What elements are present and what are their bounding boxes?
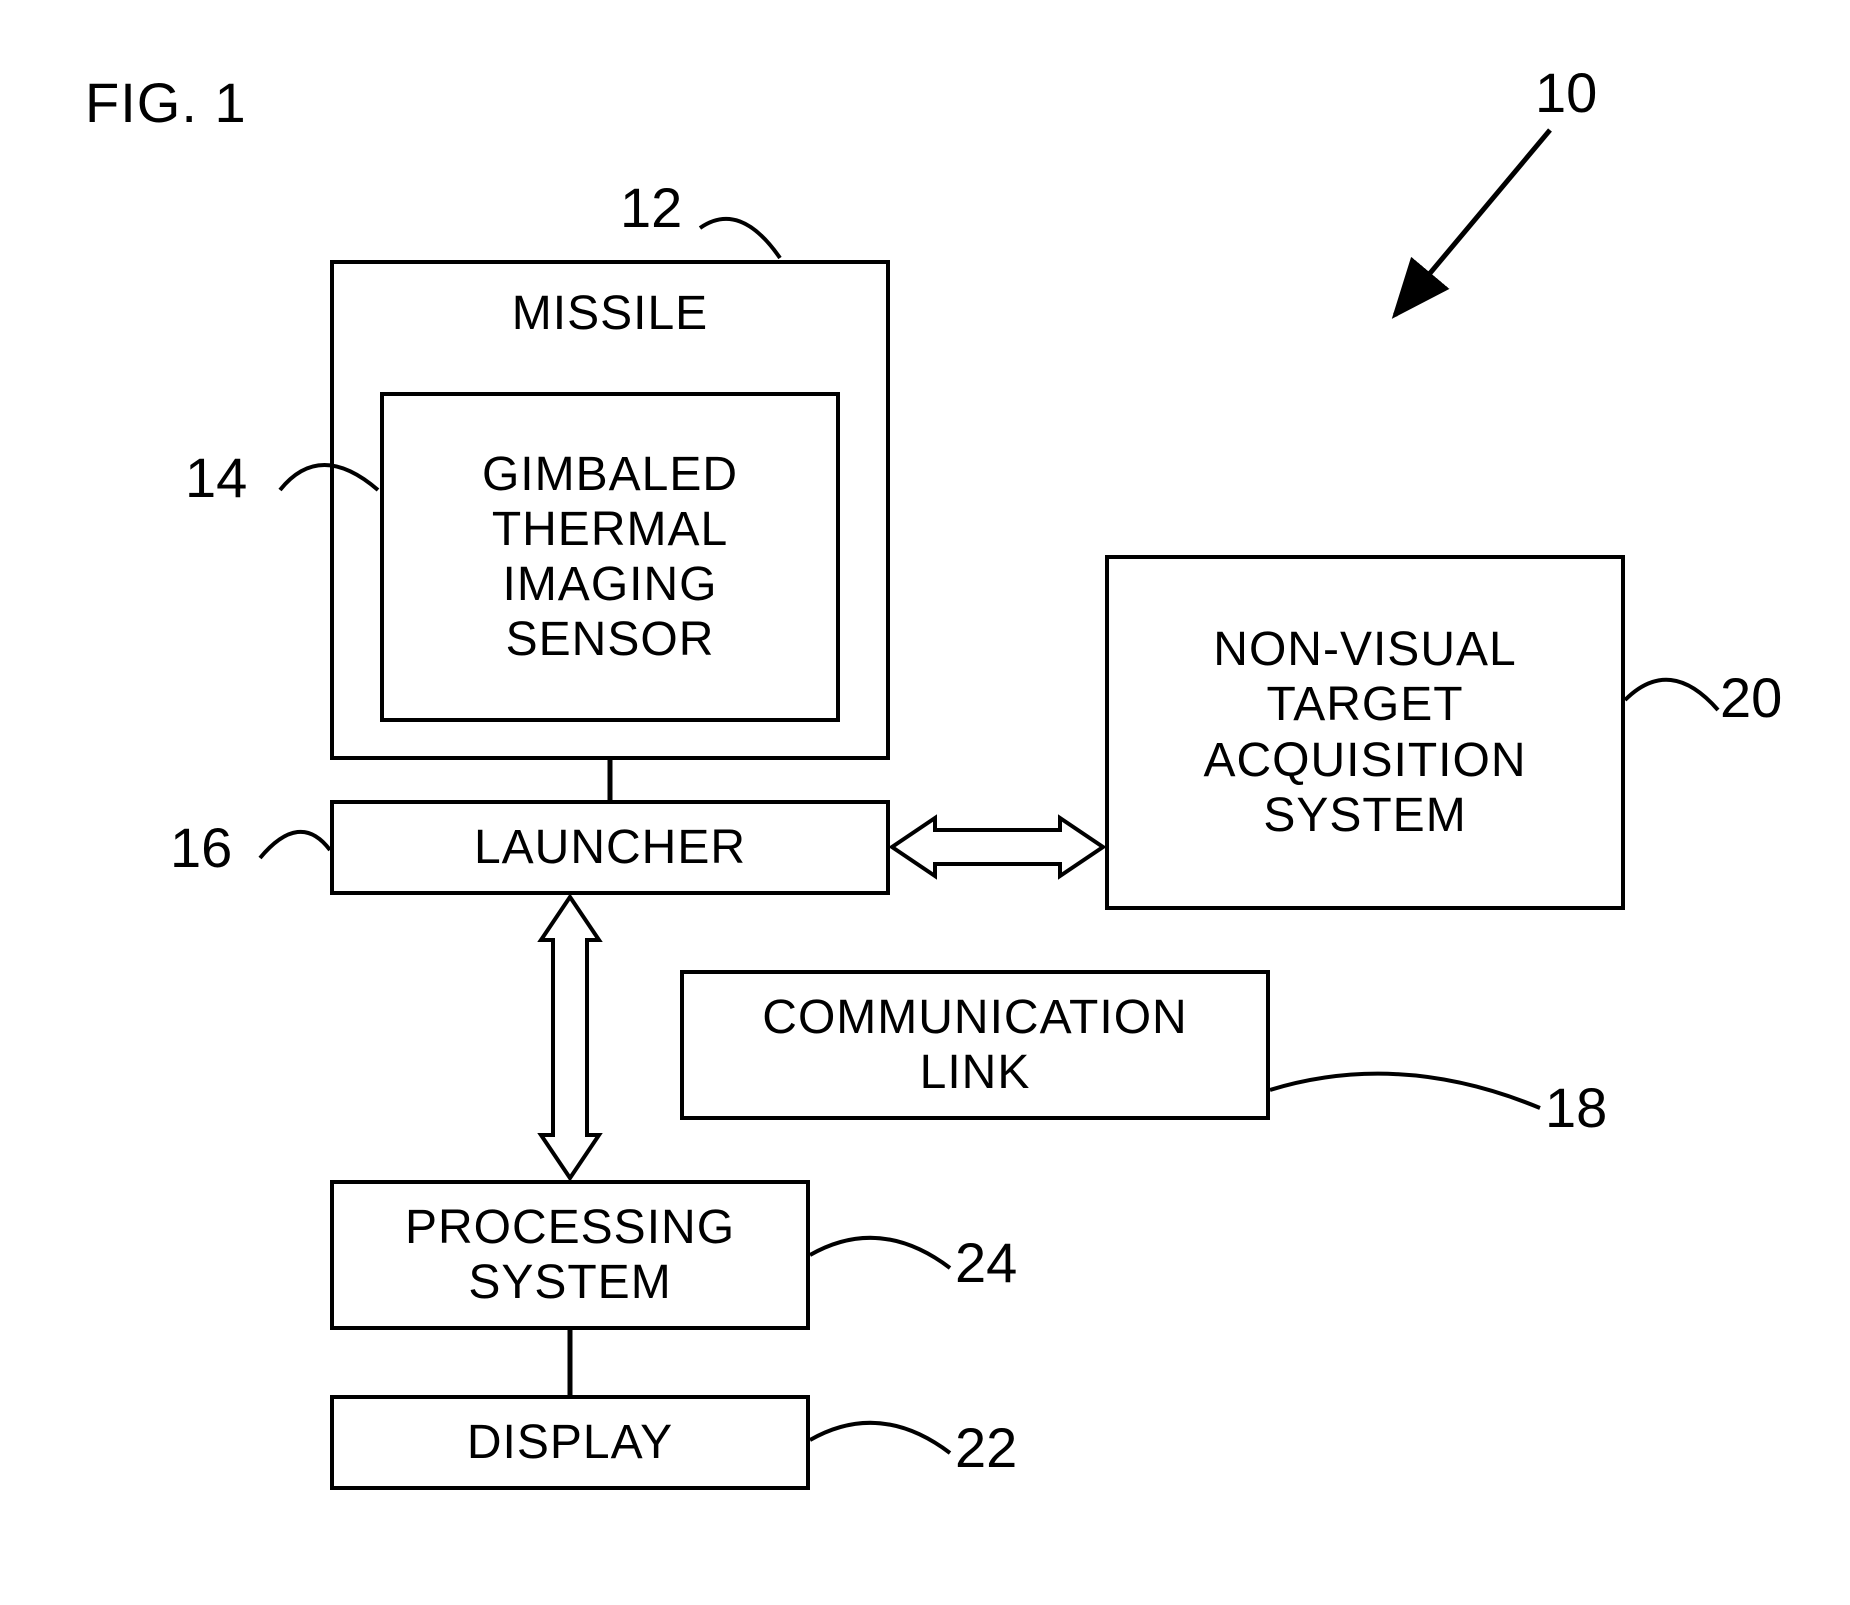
box-sensor: GIMBALEDTHERMALIMAGINGSENSOR [380,392,840,722]
ref-10: 10 [1535,60,1597,125]
leader-16 [260,832,330,858]
nvtas-label: NON-VISUALTARGETACQUISITIONSYSTEM [1185,612,1544,853]
launcher-label: LAUNCHER [456,810,764,885]
comm-label: COMMUNICATIONLINK [744,980,1205,1110]
ref-18: 18 [1545,1075,1607,1140]
box-processing: PROCESSINGSYSTEM [330,1180,810,1330]
ref-24: 24 [955,1230,1017,1295]
box-display: DISPLAY [330,1395,810,1490]
processing-label: PROCESSINGSYSTEM [387,1190,753,1320]
figure-label: FIG. 1 [85,70,247,135]
leader-24 [810,1238,950,1268]
leader-12 [700,219,780,258]
leader-18 [1270,1074,1540,1108]
leader-22 [810,1423,950,1453]
ref-14: 14 [185,445,247,510]
ref10-arrow-icon [1395,130,1550,315]
ref-12: 12 [620,175,682,240]
leader-20 [1625,680,1718,710]
sensor-label: GIMBALEDTHERMALIMAGINGSENSOR [464,437,756,678]
display-label: DISPLAY [449,1405,691,1480]
box-comm: COMMUNICATIONLINK [680,970,1270,1120]
ref-22: 22 [955,1415,1017,1480]
double-arrow-v-icon [541,897,599,1178]
ref-16: 16 [170,815,232,880]
ref-20: 20 [1720,665,1782,730]
double-arrow-h-icon [892,818,1103,876]
box-nvtas: NON-VISUALTARGETACQUISITIONSYSTEM [1105,555,1625,910]
box-launcher: LAUNCHER [330,800,890,895]
diagram-canvas: FIG. 1 10 MISSILE GIMBALEDTHERMALIMAGING… [0,0,1850,1605]
missile-label: MISSILE [334,286,886,341]
